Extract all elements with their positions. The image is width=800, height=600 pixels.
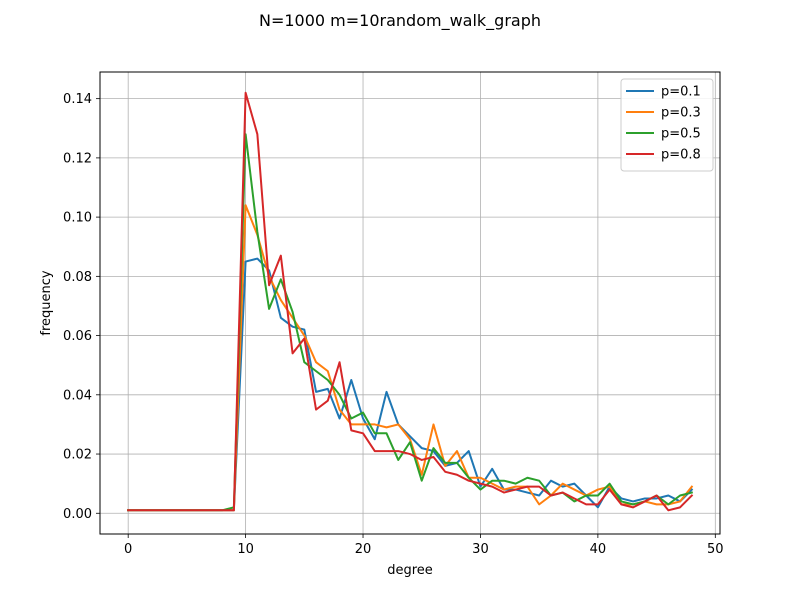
plot-area (100, 72, 720, 534)
y-tick-label: 0.12 (63, 151, 92, 166)
y-tick-label: 0.04 (63, 388, 92, 403)
x-tick-label: 30 (472, 542, 489, 557)
y-tick-label: 0.10 (63, 211, 92, 226)
plot-frame (99, 71, 721, 535)
x-tick-label: 10 (237, 542, 254, 557)
ticks: 0 10 20 30 40 50 0.00 0.02 0.04 0.06 0.08 0.10 0.12 0… (63, 92, 724, 557)
legend-box (620, 78, 714, 172)
legend-label: p=0.8 (661, 148, 701, 163)
legend: p=0.1 p=0.3 p=0.5 p=0.8 (620, 78, 714, 172)
x-tick-label: 40 (590, 542, 607, 557)
y-tick-label: 0.00 (63, 507, 92, 522)
y-axis-label: frequency (39, 270, 54, 336)
series-line-p-0-8 (127, 91, 694, 512)
y-tick-label: 0.08 (63, 270, 92, 285)
x-tick-label: 0 (124, 542, 132, 557)
y-tick-label: 0.06 (63, 329, 92, 344)
legend-label: p=0.5 (661, 127, 701, 142)
legend-label: p=0.3 (661, 106, 701, 121)
x-tick-label: 50 (707, 542, 724, 557)
x-tick-label: 20 (355, 542, 372, 557)
series-lines (127, 91, 694, 512)
y-tick-label: 0.14 (63, 92, 92, 107)
y-tick-label: 0.02 (63, 448, 92, 463)
chart-title: N=1000 m=10random_walk_graph (259, 11, 541, 31)
legend-label: p=0.1 (661, 85, 701, 100)
x-axis-label: degree (387, 563, 433, 578)
